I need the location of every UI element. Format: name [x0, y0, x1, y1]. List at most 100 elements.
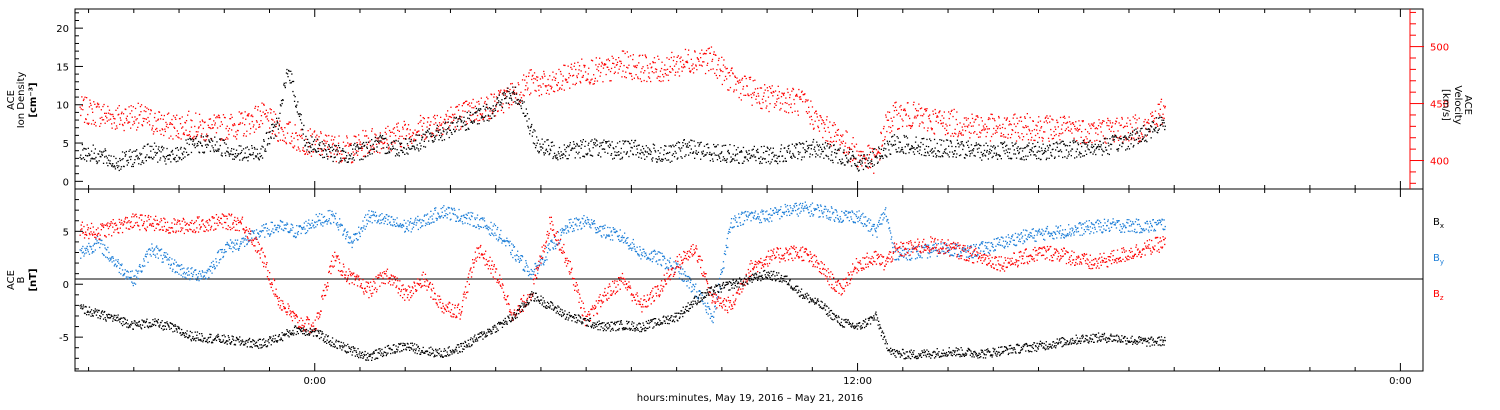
velocity-point — [98, 103, 100, 105]
density-point — [1069, 145, 1071, 147]
velocity-point — [308, 150, 310, 153]
velocity-point — [255, 128, 257, 130]
density-point — [242, 148, 245, 150]
velocity-point — [873, 154, 875, 156]
by-point — [416, 219, 418, 221]
density-point — [388, 151, 391, 154]
density-point — [95, 160, 98, 162]
velocity-point — [392, 128, 394, 130]
by-point — [375, 215, 377, 218]
by-point — [204, 277, 207, 279]
velocity-point — [911, 125, 913, 128]
density-point — [396, 149, 398, 151]
velocity-point — [430, 121, 432, 123]
velocity-point — [934, 108, 936, 111]
velocity-point — [136, 118, 138, 120]
density-point — [792, 154, 795, 156]
by-point — [480, 217, 482, 220]
velocity-point — [153, 131, 155, 133]
density-point — [613, 157, 615, 159]
velocity-point — [1028, 128, 1030, 131]
velocity-point — [88, 122, 90, 124]
by-point — [247, 239, 249, 241]
velocity-point — [993, 127, 995, 130]
density-point — [647, 147, 649, 149]
density-point — [139, 154, 142, 156]
velocity-point — [175, 118, 177, 120]
velocity-point — [86, 122, 88, 124]
by-point — [158, 249, 160, 251]
density-point — [475, 112, 477, 114]
density-point — [529, 130, 531, 132]
density-point — [562, 153, 564, 155]
by-point — [328, 218, 330, 220]
by-point — [223, 252, 225, 254]
density-point — [402, 151, 404, 153]
density-point — [290, 82, 292, 84]
velocity-point — [504, 90, 506, 92]
density-point — [160, 146, 163, 149]
velocity-point — [1110, 126, 1113, 128]
density-point — [967, 144, 969, 146]
density-point — [252, 152, 254, 154]
density-point — [1132, 146, 1134, 148]
velocity-point — [979, 131, 981, 133]
density-point — [273, 137, 275, 139]
density-point — [387, 152, 389, 154]
by-point — [452, 212, 454, 215]
by-point — [315, 226, 317, 228]
by-point — [443, 215, 446, 217]
by-point — [304, 228, 306, 230]
density-point — [733, 158, 735, 160]
velocity-point — [107, 105, 109, 108]
density-point — [906, 137, 909, 139]
velocity-point — [416, 131, 418, 133]
density-point — [1036, 151, 1038, 153]
velocity-point — [393, 127, 396, 129]
velocity-point — [616, 61, 619, 63]
velocity-point — [1070, 123, 1072, 125]
velocity-point — [578, 69, 580, 71]
by-point — [325, 220, 327, 222]
by-point — [109, 257, 111, 259]
density-point — [505, 97, 507, 99]
by-point — [434, 209, 436, 211]
density-point — [1137, 142, 1139, 145]
density-point — [1066, 145, 1069, 147]
velocity-point — [1075, 121, 1077, 123]
density-point — [108, 162, 111, 164]
density-point — [466, 111, 468, 114]
velocity-point — [246, 115, 248, 117]
velocity-point — [360, 144, 362, 146]
by-point — [197, 272, 200, 275]
density-point — [1098, 146, 1101, 148]
density-point — [806, 145, 809, 147]
density-point — [169, 154, 171, 156]
velocity-point — [670, 56, 672, 59]
density-point — [1011, 142, 1013, 144]
velocity-point — [460, 126, 462, 128]
velocity-point — [696, 69, 698, 71]
velocity-point — [1112, 122, 1114, 124]
density-point — [181, 152, 183, 154]
density-point — [720, 160, 722, 162]
velocity-point — [195, 131, 197, 133]
by-point — [489, 234, 492, 236]
density-point — [974, 155, 976, 157]
density-point — [944, 149, 946, 151]
density-point — [734, 159, 736, 162]
velocity-point — [1009, 137, 1012, 139]
velocity-point — [242, 135, 245, 137]
velocity-point — [1122, 126, 1125, 129]
velocity-point — [745, 77, 747, 80]
by-point — [474, 218, 476, 221]
by-point — [109, 259, 112, 261]
density-point — [87, 147, 89, 149]
velocity-point — [647, 67, 649, 69]
by-point — [111, 256, 113, 258]
velocity-point — [676, 61, 678, 63]
density-point — [255, 156, 257, 158]
density-point — [634, 139, 637, 142]
density-point — [1128, 148, 1131, 150]
velocity-point — [766, 87, 768, 89]
